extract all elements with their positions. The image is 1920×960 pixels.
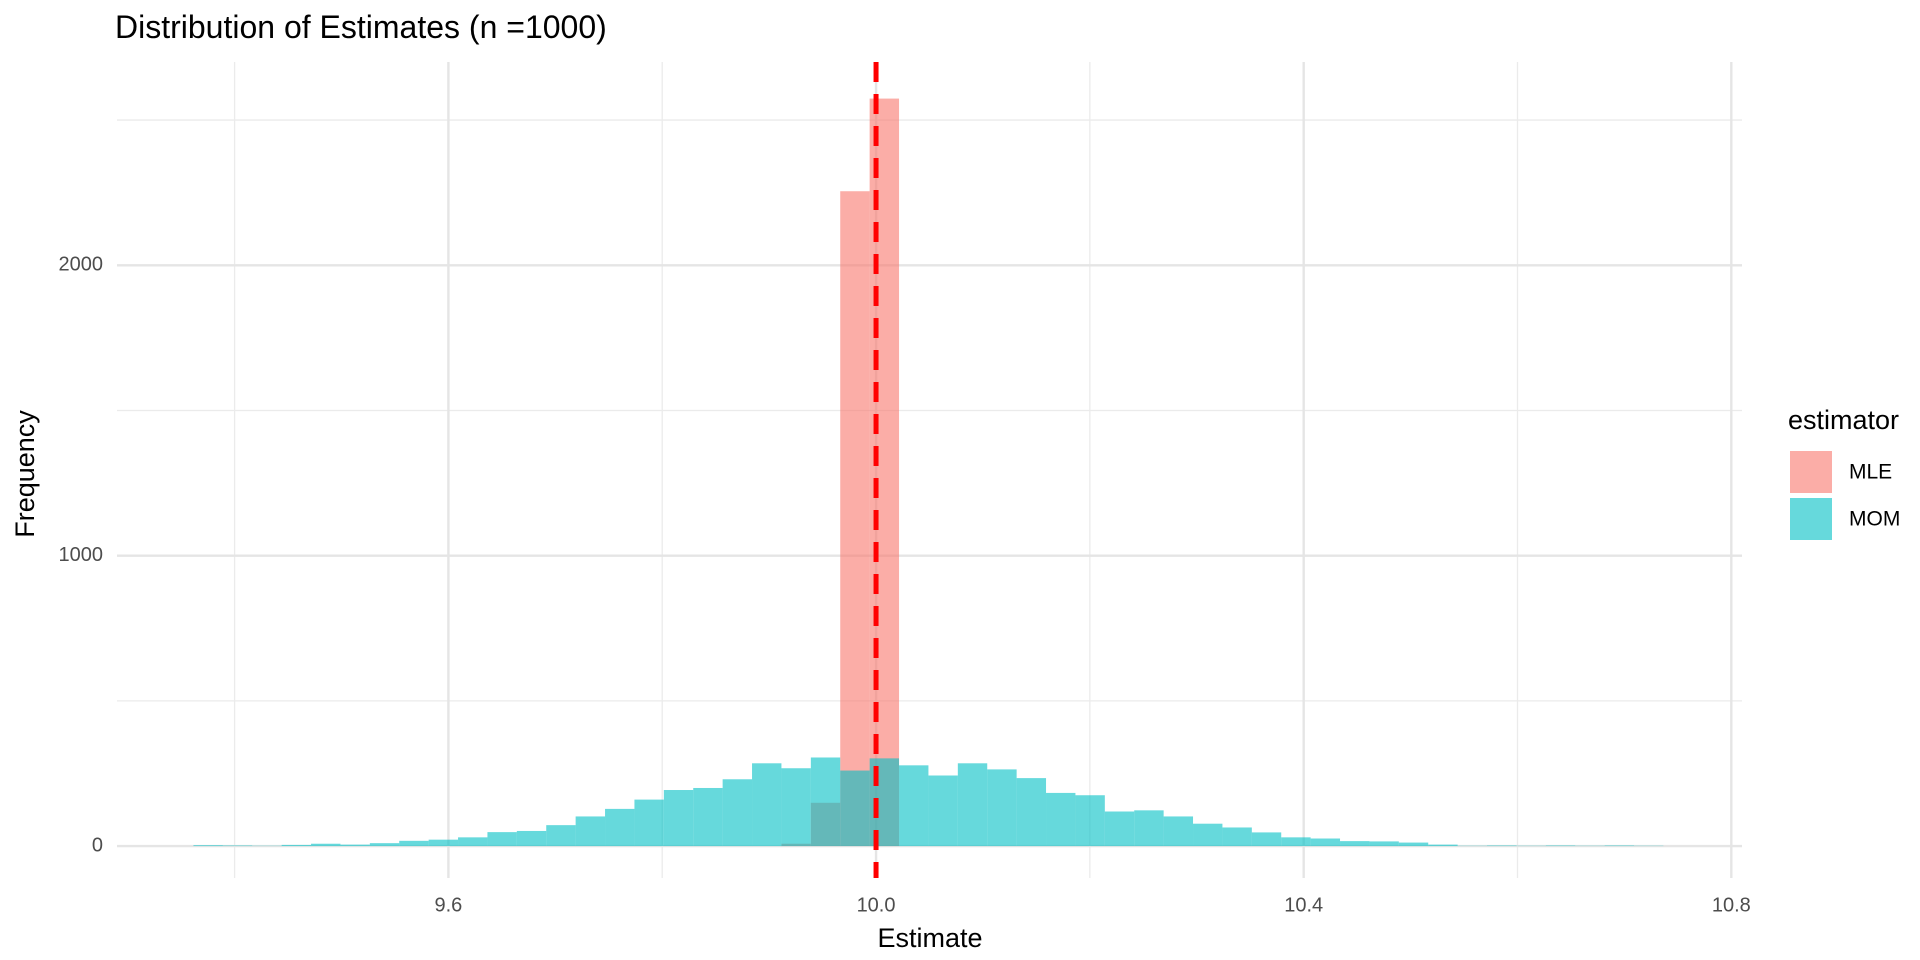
- histogram-bar: [1398, 842, 1429, 847]
- x-tick-label: 9.6: [435, 894, 463, 916]
- histogram-bar: [957, 763, 988, 847]
- legend-key: [1790, 498, 1832, 540]
- histogram-bar: [1046, 792, 1076, 847]
- histogram-bar: [722, 779, 753, 847]
- histogram-bar: [928, 775, 958, 847]
- histogram-bar: [987, 769, 1017, 847]
- histogram-bar: [340, 844, 370, 847]
- histogram-bar: [1163, 816, 1194, 847]
- histogram-bar: [487, 832, 517, 847]
- histogram-bar: [458, 837, 488, 847]
- histogram-bar: [311, 843, 341, 847]
- histogram-bar: [1487, 845, 1517, 847]
- legend-title: estimator: [1788, 405, 1899, 435]
- histogram-bar: [369, 843, 400, 847]
- histogram-bar: [546, 825, 576, 847]
- legend-label: MLE: [1849, 461, 1892, 484]
- histogram-bar: [810, 757, 841, 847]
- histogram-bar: [693, 787, 723, 847]
- histogram-bar: [840, 770, 870, 847]
- histogram-bar: [575, 816, 606, 847]
- histogram-bar: [1075, 795, 1105, 847]
- histogram-bar: [1251, 832, 1282, 847]
- y-axis-title: Frequency: [10, 410, 40, 538]
- y-tick-label: 0: [92, 834, 103, 856]
- histogram-bar: [281, 844, 312, 847]
- histogram-bar: [1545, 845, 1576, 847]
- histogram-bar: [193, 845, 223, 847]
- histogram-bar: [781, 768, 811, 847]
- histogram-bar: [1604, 845, 1635, 847]
- y-tick-label: 1000: [59, 544, 104, 566]
- histogram-bar: [1281, 837, 1311, 847]
- legend-key: [1790, 451, 1832, 493]
- histogram-bar: [840, 191, 870, 847]
- histogram-bar: [869, 98, 900, 847]
- histogram-bar: [752, 763, 782, 847]
- x-tick-label: 10.0: [857, 894, 896, 916]
- y-tick-label: 2000: [59, 254, 104, 276]
- x-axis-title: Estimate: [877, 923, 982, 953]
- chart-title: Distribution of Estimates (n =1000): [115, 9, 607, 45]
- histogram-bar: [663, 790, 694, 847]
- histogram-bar: [1369, 841, 1399, 847]
- histogram-bar: [634, 799, 664, 847]
- histogram-bar: [1222, 827, 1252, 847]
- x-tick-label: 10.8: [1712, 894, 1751, 916]
- histogram-bar: [399, 840, 429, 847]
- legend-label: MOM: [1849, 508, 1900, 531]
- histogram-bar: [1193, 823, 1223, 847]
- histogram-bar: [1104, 811, 1135, 847]
- histogram-bar: [1340, 841, 1370, 847]
- histogram-bar: [605, 808, 635, 847]
- histogram-bar: [1428, 844, 1458, 847]
- histogram-bar: [1310, 838, 1341, 847]
- x-tick-label: 10.4: [1284, 894, 1323, 916]
- histogram-bar: [1016, 778, 1047, 847]
- histogram-bar: [899, 765, 929, 847]
- histogram-bar: [1134, 810, 1164, 847]
- histogram-bar: [428, 839, 459, 847]
- histogram-bar: [516, 830, 547, 847]
- histogram-bar: [222, 845, 253, 847]
